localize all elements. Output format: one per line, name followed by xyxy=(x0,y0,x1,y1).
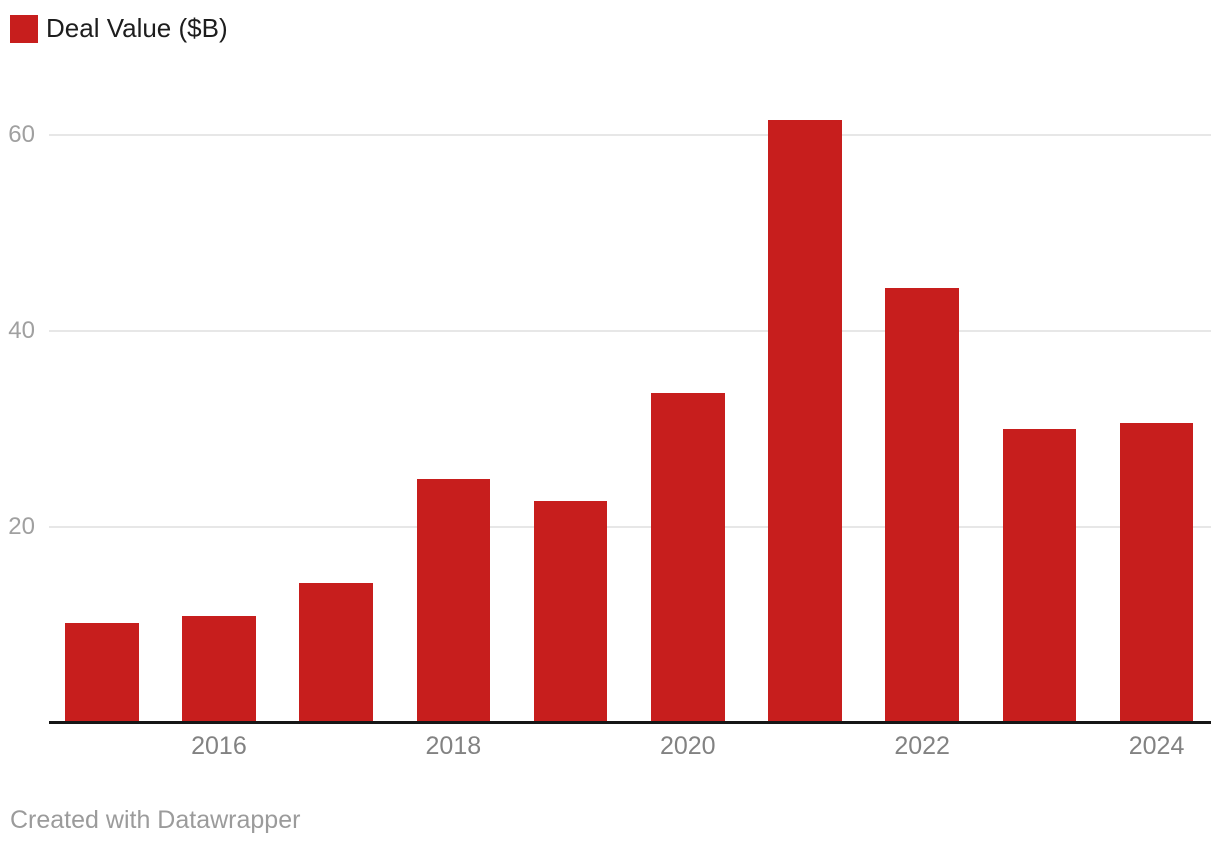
bar-2017 xyxy=(299,583,373,723)
x-tick-label-2016: 2016 xyxy=(191,732,247,760)
x-tick-label-2024: 2024 xyxy=(1128,732,1185,760)
legend-swatch xyxy=(10,14,38,43)
x-tick-label-2020: 2020 xyxy=(659,732,716,760)
bar-2021 xyxy=(768,120,842,723)
x-axis-line xyxy=(49,721,1211,724)
x-tick-label-2018: 2018 xyxy=(425,732,482,760)
y-tick-label-20: 20 xyxy=(8,512,35,540)
y-tick-label-40: 40 xyxy=(8,316,35,344)
legend-label: Deal Value ($B) xyxy=(46,13,228,43)
bar-2016 xyxy=(182,615,256,723)
attribution-text: Created with Datawrapper xyxy=(10,806,301,834)
x-tick-label-2022: 2022 xyxy=(894,732,950,760)
bar-2015 xyxy=(65,622,139,723)
bar-2023 xyxy=(1002,428,1077,723)
gridline-60 xyxy=(49,134,1211,137)
bar-2020 xyxy=(651,392,725,723)
gridline-20 xyxy=(49,525,1211,528)
bar-2018 xyxy=(416,478,491,723)
gridline-40 xyxy=(49,329,1211,332)
y-tick-label-60: 60 xyxy=(8,121,35,149)
bar-2022 xyxy=(885,287,959,723)
legend: Deal Value ($B) xyxy=(10,14,228,43)
bar-2019 xyxy=(533,501,608,723)
bar-2024 xyxy=(1119,422,1194,723)
